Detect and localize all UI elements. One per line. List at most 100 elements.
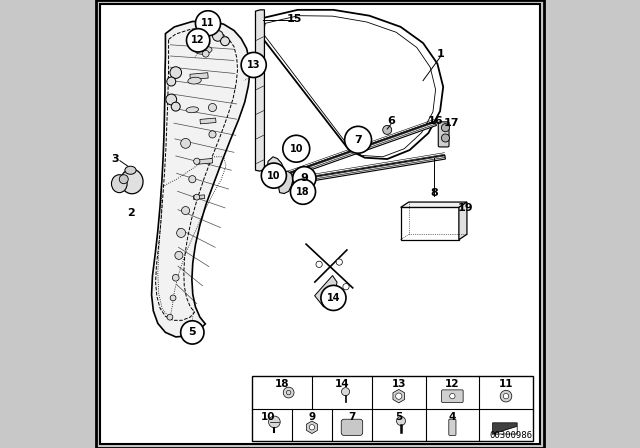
Circle shape <box>309 425 315 430</box>
Circle shape <box>291 179 316 204</box>
Text: 00300986: 00300986 <box>490 431 533 440</box>
Text: 11: 11 <box>499 379 513 389</box>
Text: 11: 11 <box>201 18 215 28</box>
Circle shape <box>195 11 221 36</box>
Circle shape <box>212 30 223 41</box>
Circle shape <box>442 134 449 142</box>
FancyBboxPatch shape <box>449 419 456 435</box>
Circle shape <box>503 393 509 399</box>
Ellipse shape <box>182 207 189 215</box>
FancyBboxPatch shape <box>438 122 449 147</box>
Circle shape <box>172 102 180 111</box>
Text: 18: 18 <box>296 187 310 197</box>
Text: 14: 14 <box>326 293 340 303</box>
Circle shape <box>450 393 455 399</box>
Circle shape <box>269 416 280 428</box>
Text: 6: 6 <box>387 116 395 126</box>
Text: 9: 9 <box>308 412 316 422</box>
Text: 14: 14 <box>335 379 349 389</box>
Polygon shape <box>493 426 517 434</box>
Ellipse shape <box>170 295 176 301</box>
Ellipse shape <box>202 51 209 57</box>
Circle shape <box>170 67 182 78</box>
Circle shape <box>273 168 280 175</box>
Text: 3: 3 <box>111 154 118 164</box>
Circle shape <box>261 163 287 188</box>
Polygon shape <box>280 121 435 177</box>
Circle shape <box>336 259 342 265</box>
Text: 10: 10 <box>260 412 275 422</box>
Circle shape <box>186 29 210 52</box>
Ellipse shape <box>175 251 183 259</box>
Ellipse shape <box>111 175 127 193</box>
Circle shape <box>119 175 128 184</box>
Polygon shape <box>315 276 337 307</box>
Polygon shape <box>280 122 436 180</box>
Text: 5: 5 <box>189 327 196 337</box>
Circle shape <box>442 124 449 132</box>
Circle shape <box>167 77 176 86</box>
Text: 8: 8 <box>430 188 438 198</box>
Circle shape <box>383 125 392 134</box>
Ellipse shape <box>189 176 196 183</box>
Ellipse shape <box>177 228 186 237</box>
Text: 9: 9 <box>300 173 308 183</box>
Polygon shape <box>267 157 284 178</box>
Bar <box>252 376 532 441</box>
Text: 7: 7 <box>348 412 356 422</box>
Text: 5: 5 <box>395 412 403 422</box>
Circle shape <box>241 52 266 78</box>
Text: 15: 15 <box>287 14 302 24</box>
Circle shape <box>284 387 294 398</box>
Text: 17: 17 <box>444 118 459 128</box>
Polygon shape <box>493 423 517 434</box>
Polygon shape <box>255 10 264 171</box>
Ellipse shape <box>186 107 198 113</box>
Ellipse shape <box>125 166 136 174</box>
Polygon shape <box>278 171 293 194</box>
Bar <box>200 118 216 124</box>
Text: 1: 1 <box>437 49 445 59</box>
Bar <box>199 159 212 164</box>
Circle shape <box>321 285 346 310</box>
FancyBboxPatch shape <box>341 419 363 435</box>
Text: 16: 16 <box>428 116 443 126</box>
Circle shape <box>283 135 310 162</box>
Circle shape <box>292 167 316 190</box>
Ellipse shape <box>209 103 216 112</box>
Text: 13: 13 <box>247 60 260 70</box>
Ellipse shape <box>188 77 201 84</box>
Ellipse shape <box>195 46 212 54</box>
Text: 7: 7 <box>354 135 362 145</box>
Circle shape <box>342 388 349 396</box>
Text: 10: 10 <box>267 171 280 181</box>
Bar <box>190 73 208 80</box>
Circle shape <box>180 321 204 344</box>
Ellipse shape <box>172 274 179 281</box>
Bar <box>401 207 459 240</box>
Ellipse shape <box>194 158 200 164</box>
Circle shape <box>500 390 512 402</box>
Text: 13: 13 <box>392 379 406 389</box>
Ellipse shape <box>167 314 173 320</box>
Polygon shape <box>281 155 445 186</box>
Text: 2: 2 <box>127 208 135 218</box>
Text: 12: 12 <box>191 35 205 45</box>
Circle shape <box>316 261 323 267</box>
FancyBboxPatch shape <box>442 390 463 402</box>
Circle shape <box>397 417 406 426</box>
Polygon shape <box>401 202 467 207</box>
Text: 4: 4 <box>449 412 456 422</box>
Circle shape <box>343 284 349 290</box>
Text: 19: 19 <box>458 203 474 213</box>
Ellipse shape <box>120 169 143 194</box>
Circle shape <box>221 37 230 46</box>
Bar <box>193 195 205 199</box>
Text: 10: 10 <box>289 144 303 154</box>
Circle shape <box>344 126 371 153</box>
Ellipse shape <box>180 138 191 148</box>
Circle shape <box>166 94 177 105</box>
Text: 18: 18 <box>275 379 289 389</box>
Ellipse shape <box>194 194 200 200</box>
Polygon shape <box>459 202 467 240</box>
